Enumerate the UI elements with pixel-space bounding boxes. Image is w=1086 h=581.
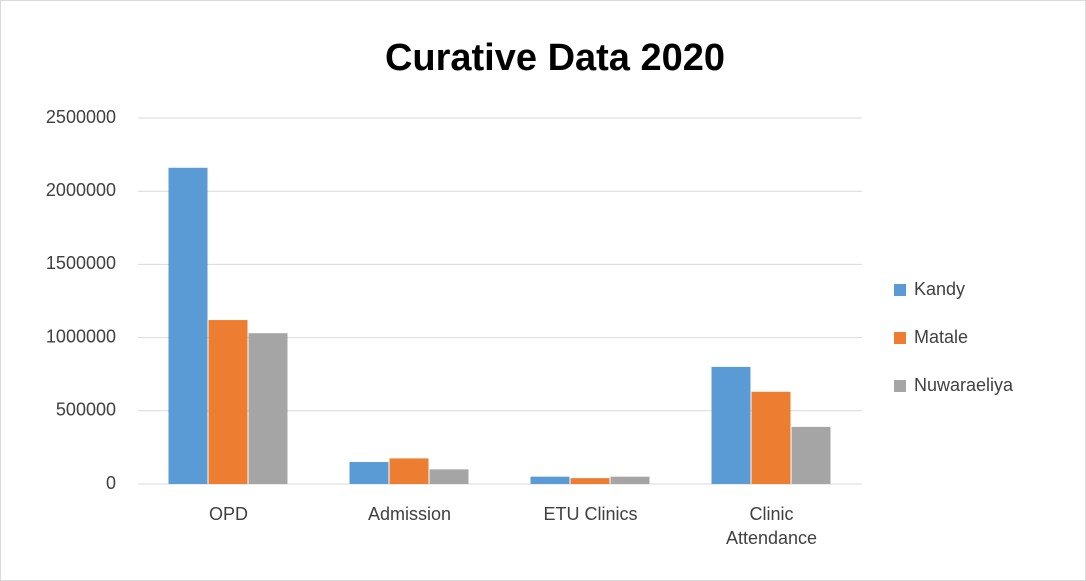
y-tick-label: 500000 <box>56 400 116 420</box>
legend-swatch <box>894 284 906 296</box>
legend-label: Kandy <box>914 279 965 299</box>
x-tick-label: Admission <box>367 504 452 524</box>
bar <box>349 462 389 484</box>
y-tick-label: 0 <box>106 473 116 493</box>
bar <box>248 333 288 484</box>
y-tick-label: 2500000 <box>46 107 116 127</box>
legend-swatch <box>894 332 906 344</box>
x-tick-label: OPD <box>208 504 248 524</box>
y-tick-label: 2000000 <box>46 180 116 200</box>
bar <box>168 167 208 484</box>
y-tick-label: 1000000 <box>46 326 116 346</box>
bar <box>208 320 248 484</box>
bar <box>389 458 429 484</box>
bar <box>429 469 469 484</box>
x-tick-label: ETU Clinics <box>543 504 638 524</box>
bar <box>570 478 610 484</box>
x-tick-label: Clinic Attendance <box>725 504 818 548</box>
chart-title: Curative Data 2020 <box>385 37 725 79</box>
y-tick-label: 1500000 <box>46 253 116 273</box>
bar <box>530 476 570 484</box>
legend-label: Matale <box>914 327 968 347</box>
bar <box>610 476 650 484</box>
legend-swatch <box>894 380 906 392</box>
bar <box>751 391 791 484</box>
bar <box>711 366 751 484</box>
bar <box>791 426 831 484</box>
legend-label: Nuwaraeliya <box>914 375 1014 395</box>
